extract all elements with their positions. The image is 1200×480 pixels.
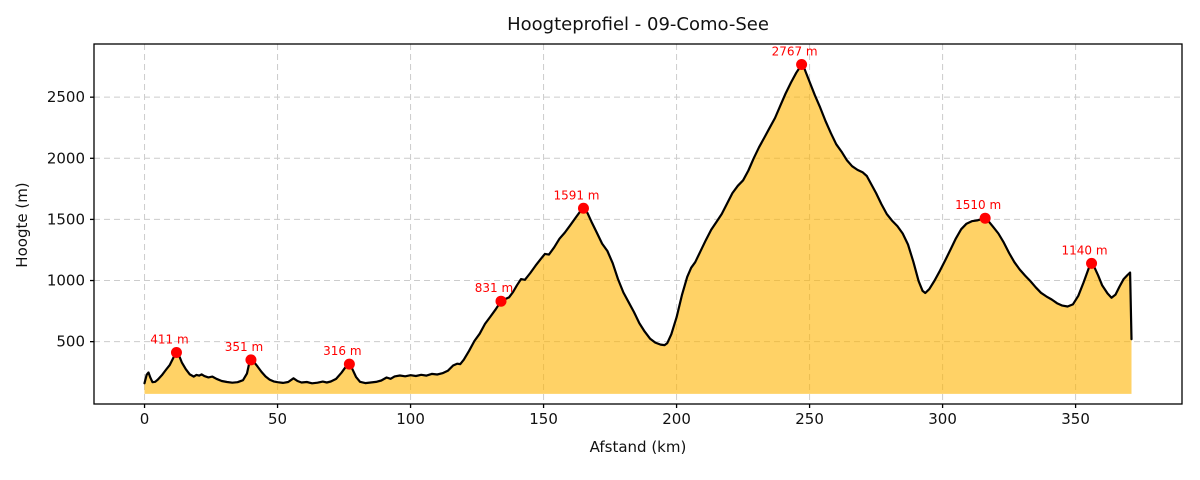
peak-label: 2767 m (772, 45, 818, 59)
peak-label: 1591 m (553, 188, 599, 202)
elevation-area-fill (144, 64, 1132, 394)
peak-marker (245, 354, 257, 366)
y-tick-label: 1000 (47, 272, 85, 290)
x-axis-ticks: 0 50 100 150 200 250 300 350 (140, 404, 1090, 428)
x-tick-label: 0 (140, 410, 150, 428)
x-tick-label: 250 (795, 410, 824, 428)
area (144, 64, 1132, 394)
y-tick-label: 2000 (47, 149, 85, 167)
x-axis-label: Afstand (km) (589, 438, 687, 456)
y-axis-ticks: 500 1000 1500 2000 2500 (47, 88, 94, 351)
y-tick-label: 1500 (47, 210, 85, 228)
peak-label: 316 m (323, 344, 361, 358)
peak-markers (170, 59, 1098, 370)
peak-marker (796, 59, 808, 71)
peak-label: 411 m (150, 333, 188, 347)
y-tick-label: 500 (56, 333, 85, 351)
peak-marker (1086, 257, 1098, 269)
x-tick-label: 50 (268, 410, 287, 428)
x-tick-label: 300 (928, 410, 957, 428)
x-tick-label: 100 (396, 410, 425, 428)
frame (93, 43, 1183, 405)
peak-label: 831 m (475, 281, 513, 295)
peak-label: 351 m (225, 340, 263, 354)
peak-marker (343, 358, 355, 370)
axes-frame (93, 43, 1183, 405)
x-tick-label: 350 (1061, 410, 1090, 428)
peak-marker (495, 295, 507, 307)
peak-marker (979, 212, 991, 224)
x-tick-label: 200 (662, 410, 691, 428)
peak-label: 1140 m (1062, 243, 1108, 257)
y-axis-label: Hoogte (m) (13, 182, 31, 268)
chart-title: Hoogteprofiel - 09-Como-See (507, 14, 769, 35)
peak-label: 1510 m (955, 198, 1001, 212)
line (143, 63, 1133, 385)
y-tick-label: 2500 (47, 88, 85, 106)
elevation-profile-line (143, 63, 1133, 385)
peak-marker (170, 347, 182, 359)
peak-marker (577, 202, 589, 214)
peak-labels: 411 m 351 m 316 m 831 m 1591 m 2767 m 1510 m 11… (150, 45, 1107, 359)
x-tick-label: 150 (529, 410, 558, 428)
